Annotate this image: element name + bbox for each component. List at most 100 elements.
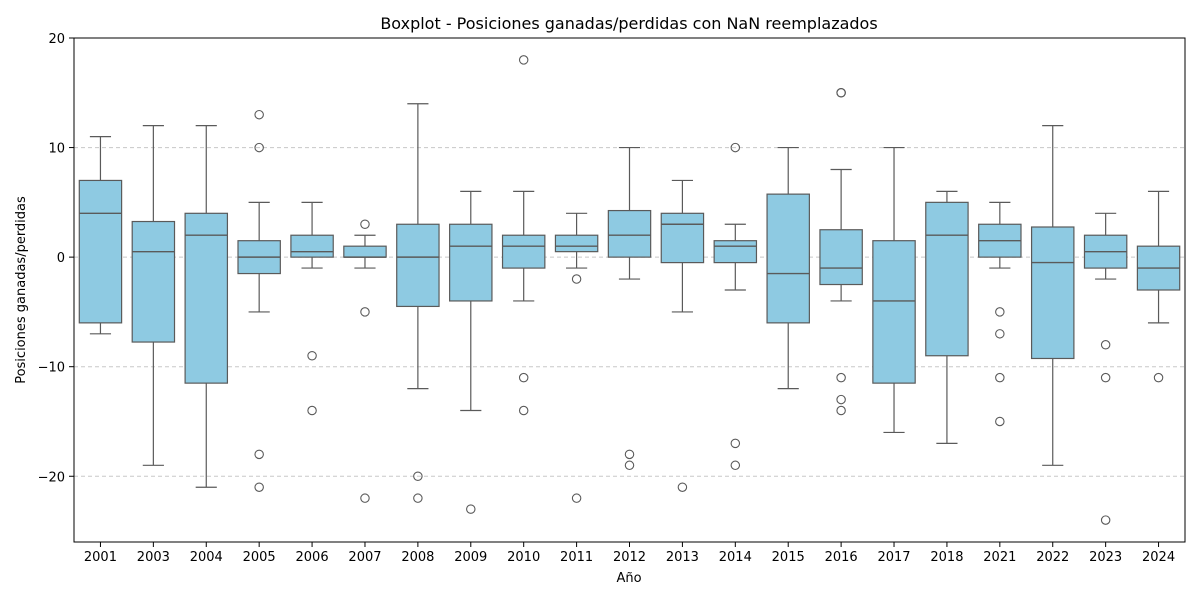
outlier-point [571,274,582,284]
box-group-2006 [290,201,334,416]
iqr-box [713,240,758,264]
outlier-point [360,493,370,503]
outlier-point [730,142,741,153]
box-group-2016 [819,88,863,416]
iqr-box [78,179,123,324]
y-tick-label: 10 [48,142,65,157]
outlier-point [307,405,317,416]
iqr-box [449,223,493,302]
outlier-point [1100,515,1111,525]
x-tick-label: 2008 [401,550,434,565]
outlier-point [307,350,317,361]
box-group-2005 [237,109,281,492]
outlier-point [730,460,741,471]
outlier-point [254,482,264,492]
y-tick-label: 20 [48,32,65,47]
x-tick-label: 2015 [772,550,805,565]
box-group-2009 [449,190,493,514]
x-tick-label: 2018 [930,550,963,565]
outlier-point [413,471,423,482]
x-tick-label: 2014 [719,550,752,565]
x-tick-label: 2009 [454,550,487,565]
box-group-2017 [872,146,916,434]
box-group-2008 [396,103,440,503]
iqr-box [766,193,810,324]
x-tick-label: 2004 [190,550,223,565]
box-group-2001 [78,136,123,335]
iqr-box [607,209,652,258]
outlier-point [624,449,635,460]
iqr-box [925,201,969,357]
iqr-box [819,229,863,286]
outlier-point [836,405,846,416]
outlier-point [1100,340,1111,350]
outlier-point [1100,372,1111,383]
x-tick-label: 2005 [243,550,276,565]
box-group-2015 [766,146,810,390]
x-tick-label: 2001 [84,550,117,565]
x-tick-label: 2023 [1089,550,1122,565]
iqr-box [501,234,546,269]
box-group-2004 [184,125,229,488]
outlier-point [995,372,1005,383]
box-group-2013 [660,179,705,492]
iqr-box [290,234,334,258]
outlier-point [360,219,370,230]
outlier-point [995,307,1005,317]
outlier-point [466,504,476,514]
iqr-box [554,234,599,253]
x-tick-label: 2024 [1142,550,1175,565]
box-group-2003 [131,125,176,466]
box-group-2007 [343,219,387,503]
outlier-point [995,329,1005,339]
iqr-box [1030,226,1075,360]
plot-frame [73,37,1186,543]
outlier-point [518,372,529,383]
box-group-2012 [607,146,652,471]
outlier-point [254,142,264,153]
y-tick-label: 0 [57,251,65,266]
iqr-box [872,240,916,384]
x-tick-label: 2017 [877,550,910,565]
iqr-box [131,220,176,343]
iqr-box [396,223,440,308]
outlier-point [730,438,741,449]
outlier-point [836,372,846,383]
outlier-point [518,55,529,65]
iqr-box [343,245,387,258]
x-tick-label: 2013 [666,550,699,565]
y-tick-label: −20 [38,470,65,485]
box-group-2010 [501,55,546,416]
outlier-point [518,405,529,416]
outlier-point [995,416,1005,427]
x-tick-label: 2022 [1036,550,1069,565]
x-axis-label: Año [616,571,641,586]
iqr-box [660,212,705,264]
x-tick-label: 2012 [613,550,646,565]
box-group-2024 [1136,190,1181,383]
box-group-2018 [925,190,969,444]
x-tick-label: 2021 [983,550,1016,565]
box-group-2023 [1083,212,1128,525]
outlier-point [1153,372,1164,383]
box-group-2011 [554,212,599,503]
outlier-point [836,394,846,405]
y-tick-label: −10 [38,361,65,376]
chart-title: Boxplot - Posiciones ganadas/perdidas co… [380,14,877,33]
outlier-point [254,449,264,460]
outlier-point [413,493,423,503]
x-tick-label: 2003 [137,550,170,565]
box-group-2014 [713,142,758,471]
outlier-point [677,482,688,492]
x-tick-label: 2010 [507,550,540,565]
x-tick-label: 2006 [296,550,329,565]
axis-layer: −20 −10 0 10 20 2001 2003 2004 2005 2006 2007 2008 2… [38,32,1176,565]
x-tick-label: 2011 [560,550,593,565]
outlier-point [571,493,582,503]
box-group-2022 [1030,125,1075,466]
y-axis-label: Posiciones ganadas/perdidas [14,196,29,384]
outlier-point [360,307,370,317]
box-layer [78,55,1181,525]
box-group-2021 [978,201,1022,427]
